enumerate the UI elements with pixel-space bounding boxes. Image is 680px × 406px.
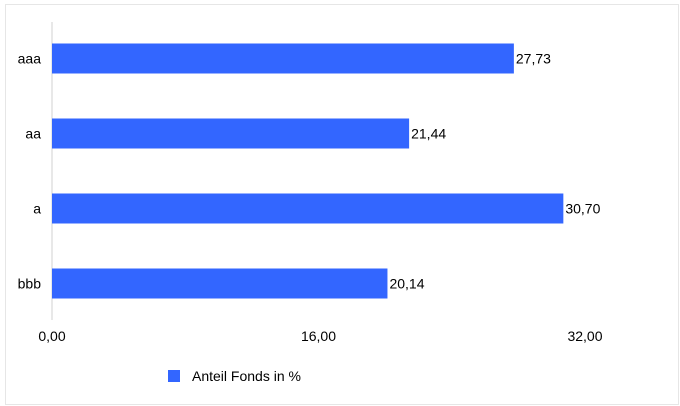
category-label-bbb: bbb	[18, 276, 42, 292]
x-tick-label: 0,00	[38, 328, 65, 344]
legend: Anteil Fonds in %	[168, 368, 301, 384]
x-tick-label: 16,00	[301, 328, 336, 344]
legend-swatch	[168, 370, 180, 382]
category-label-aa: aa	[25, 126, 41, 142]
category-label-a: a	[33, 201, 41, 217]
data-label-aaa: 27,73	[516, 51, 551, 67]
data-label-aa: 21,44	[411, 126, 446, 142]
bar-aaa	[52, 43, 514, 74]
legend-label: Anteil Fonds in %	[192, 368, 301, 384]
x-tick-label: 32,00	[567, 328, 602, 344]
bar-aa	[52, 118, 410, 149]
category-label-aaa: aaa	[18, 51, 42, 67]
data-label-bbb: 20,14	[389, 276, 424, 292]
bar-bbb	[52, 268, 388, 299]
bar-a	[52, 193, 564, 224]
data-label-a: 30,70	[565, 201, 600, 217]
